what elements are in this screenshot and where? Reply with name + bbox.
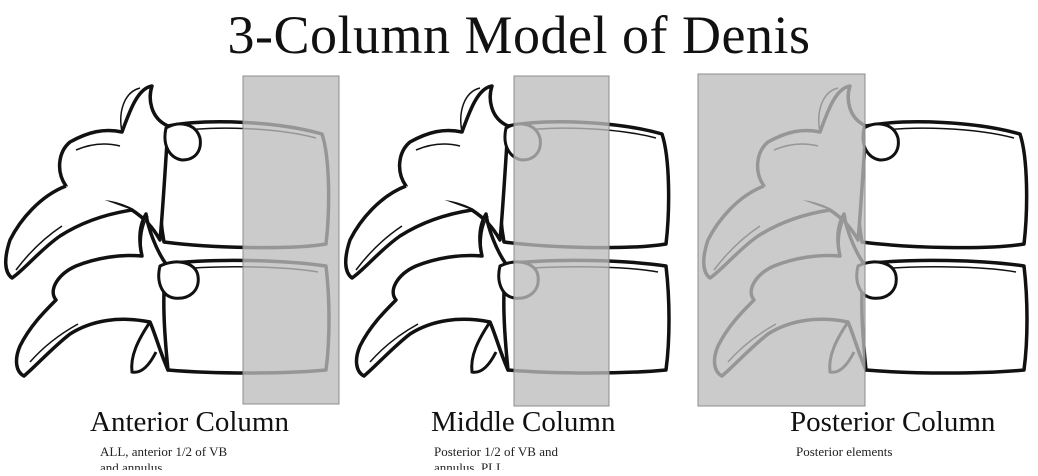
posterior-column-highlight (697, 73, 866, 407)
middle-column-desc: Posterior 1/2 of VB and (434, 444, 558, 459)
diagram-title: 3-Column Model of Denis (227, 5, 811, 65)
posterior-panel (697, 73, 1029, 407)
middle-column-highlight (513, 75, 610, 407)
anterior-column-label: Anterior Column (90, 406, 289, 438)
middle-column-label: Middle Column (431, 406, 616, 438)
posterior-column-desc: Posterior elements (796, 444, 893, 459)
anterior-column-highlight (242, 75, 340, 405)
anterior-panel (3, 75, 340, 405)
middle-column-desc-2: annulus, PLL (434, 460, 505, 475)
anterior-column-desc-2: and annulus (100, 460, 163, 475)
anterior-column-desc: ALL, anterior 1/2 of VB (100, 444, 228, 459)
middle-panel (343, 75, 671, 407)
posterior-column-label: Posterior Column (790, 406, 996, 438)
